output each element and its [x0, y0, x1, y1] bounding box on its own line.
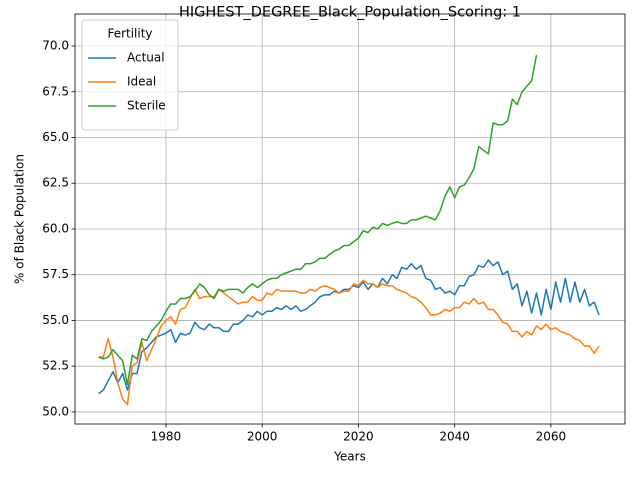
y-axis-label: % of Black Population	[13, 154, 27, 284]
lines	[98, 55, 600, 406]
x-tick-label: 2060	[536, 430, 567, 444]
legend-label: Ideal	[127, 75, 156, 89]
y-tick-label: 65.0	[42, 130, 69, 144]
y-tick-label: 62.5	[42, 176, 69, 190]
y-tick-label: 52.5	[42, 359, 69, 373]
y-tick-label: 67.5	[42, 84, 69, 98]
series-line	[98, 55, 538, 386]
x-tick-label: 2020	[343, 430, 374, 444]
x-tick-label: 2040	[439, 430, 470, 444]
x-tick-label: 1980	[151, 430, 182, 444]
chart-title: HIGHEST_DEGREE_Black_Population_Scoring:…	[179, 5, 521, 21]
series-line	[98, 259, 600, 395]
y-tick-label: 70.0	[42, 39, 69, 53]
x-tick-label: 2000	[247, 430, 278, 444]
y-tick-label: 57.5	[42, 267, 69, 281]
plot-frame	[74, 13, 626, 425]
ticks: 1980 2000 2020 2040 2060 50.0 52.5 55.0 57.5 60.0…	[42, 39, 566, 444]
y-tick-label: 55.0	[42, 313, 69, 327]
legend-label: Actual	[127, 51, 165, 65]
x-axis-label: Years	[333, 450, 366, 464]
legend-box	[81, 19, 179, 131]
y-tick-label: 50.0	[42, 404, 69, 418]
legend: Fertility Actual Ideal Sterile	[81, 19, 179, 131]
legend-label: Sterile	[127, 99, 166, 113]
series-line	[98, 279, 600, 406]
legend-title: Fertility	[107, 27, 152, 41]
y-tick-label: 60.0	[42, 221, 69, 235]
